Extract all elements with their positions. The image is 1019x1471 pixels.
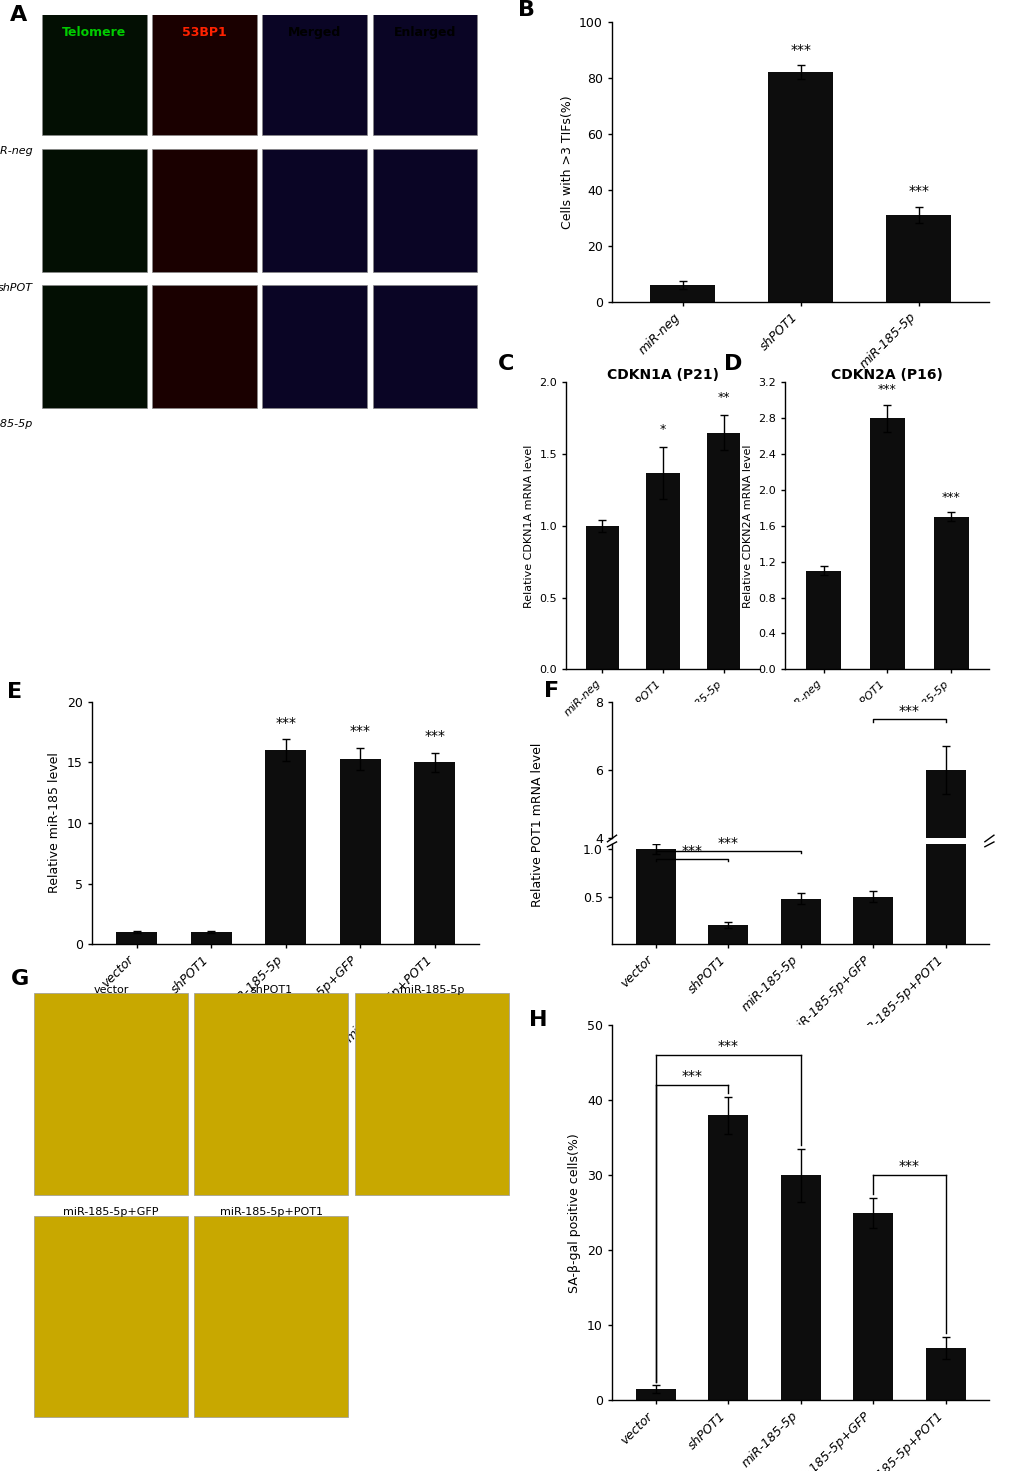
Bar xyxy=(780,959,820,975)
Bar xyxy=(372,285,477,407)
Text: F: F xyxy=(543,681,558,702)
Bar xyxy=(339,759,380,944)
Text: A: A xyxy=(10,6,28,25)
Text: E: E xyxy=(6,683,21,702)
Bar xyxy=(932,516,968,669)
Y-axis label: Relative POT1 mRNA level: Relative POT1 mRNA level xyxy=(531,743,543,906)
Text: ***: *** xyxy=(907,184,928,199)
Y-axis label: Cells with >3 TIFs(%): Cells with >3 TIFs(%) xyxy=(560,96,573,228)
Text: B: B xyxy=(517,0,534,19)
Bar xyxy=(767,72,833,302)
Text: miR-185-5p: miR-185-5p xyxy=(399,984,464,994)
Bar xyxy=(42,149,147,272)
Bar xyxy=(853,897,893,944)
Bar xyxy=(853,1212,893,1400)
Text: G: G xyxy=(11,969,30,989)
Bar xyxy=(707,1115,747,1400)
Bar xyxy=(152,285,257,407)
Text: *: * xyxy=(659,422,665,435)
Bar xyxy=(42,285,147,407)
Bar xyxy=(152,149,257,272)
Bar xyxy=(355,993,508,1194)
Text: C: C xyxy=(498,355,515,374)
Bar xyxy=(34,1215,187,1417)
Text: **: ** xyxy=(716,391,730,405)
Y-axis label: Relative CDKN2A mRNA level: Relative CDKN2A mRNA level xyxy=(742,444,752,608)
Text: Enlarged: Enlarged xyxy=(393,25,455,38)
Bar xyxy=(707,968,747,975)
Bar xyxy=(925,771,965,975)
Bar xyxy=(195,993,348,1194)
Bar xyxy=(372,149,477,272)
Title: CDKN2A (P16): CDKN2A (P16) xyxy=(830,368,943,382)
Text: ***: *** xyxy=(681,844,702,858)
Bar xyxy=(34,993,187,1194)
Bar xyxy=(262,149,367,272)
Text: ***: *** xyxy=(941,491,960,505)
Bar xyxy=(780,1175,820,1400)
Bar xyxy=(116,933,157,944)
Y-axis label: Relative miR-185 level: Relative miR-185 level xyxy=(48,753,61,893)
Text: miR-185-5p+POT1: miR-185-5p+POT1 xyxy=(220,1208,323,1218)
Title: CDKN1A (P21): CDKN1A (P21) xyxy=(606,368,718,382)
Bar xyxy=(414,762,454,944)
Text: Merged: Merged xyxy=(287,25,341,38)
Y-axis label: Relative CDKN1A mRNA level: Relative CDKN1A mRNA level xyxy=(523,444,533,608)
Bar xyxy=(853,958,893,975)
Text: Telomere: Telomere xyxy=(62,25,126,38)
Bar xyxy=(372,12,477,135)
Bar xyxy=(635,941,675,975)
Text: vector: vector xyxy=(93,984,128,994)
Text: ***: *** xyxy=(717,1039,738,1053)
Text: ***: *** xyxy=(790,43,810,57)
Text: ***: *** xyxy=(717,837,738,850)
Bar xyxy=(585,527,619,669)
Bar xyxy=(650,285,714,302)
Text: ***: *** xyxy=(681,1069,702,1083)
Text: miR-185-5p: miR-185-5p xyxy=(0,419,33,430)
Text: ***: *** xyxy=(898,703,919,718)
Bar xyxy=(869,418,904,669)
Text: D: D xyxy=(723,355,742,374)
Text: miR-neg: miR-neg xyxy=(0,146,33,156)
Bar xyxy=(262,285,367,407)
Bar xyxy=(707,925,747,944)
Bar xyxy=(265,750,306,944)
Bar xyxy=(191,933,231,944)
Bar xyxy=(805,571,841,669)
Text: 53BP1: 53BP1 xyxy=(182,25,226,38)
Bar xyxy=(195,1215,348,1417)
Text: shPOT1: shPOT1 xyxy=(250,984,292,994)
Bar xyxy=(646,472,679,669)
Text: ***: *** xyxy=(424,730,444,743)
Bar xyxy=(152,12,257,135)
Bar xyxy=(42,12,147,135)
Bar xyxy=(780,899,820,944)
Bar xyxy=(635,849,675,944)
Text: ***: *** xyxy=(877,384,896,396)
Text: shPOT: shPOT xyxy=(0,282,33,293)
Text: ***: *** xyxy=(275,715,296,730)
Bar xyxy=(635,1389,675,1400)
Bar xyxy=(706,432,740,669)
Y-axis label: SA-β-gal positive cells(%): SA-β-gal positive cells(%) xyxy=(568,1133,581,1293)
Bar xyxy=(925,372,965,944)
Text: H: H xyxy=(529,1011,547,1030)
Bar xyxy=(925,1347,965,1400)
Text: miR-185-5p+GFP: miR-185-5p+GFP xyxy=(63,1208,159,1218)
Bar xyxy=(886,215,950,302)
Text: ***: *** xyxy=(350,724,370,738)
Bar xyxy=(262,12,367,135)
Text: ***: *** xyxy=(898,1159,919,1172)
